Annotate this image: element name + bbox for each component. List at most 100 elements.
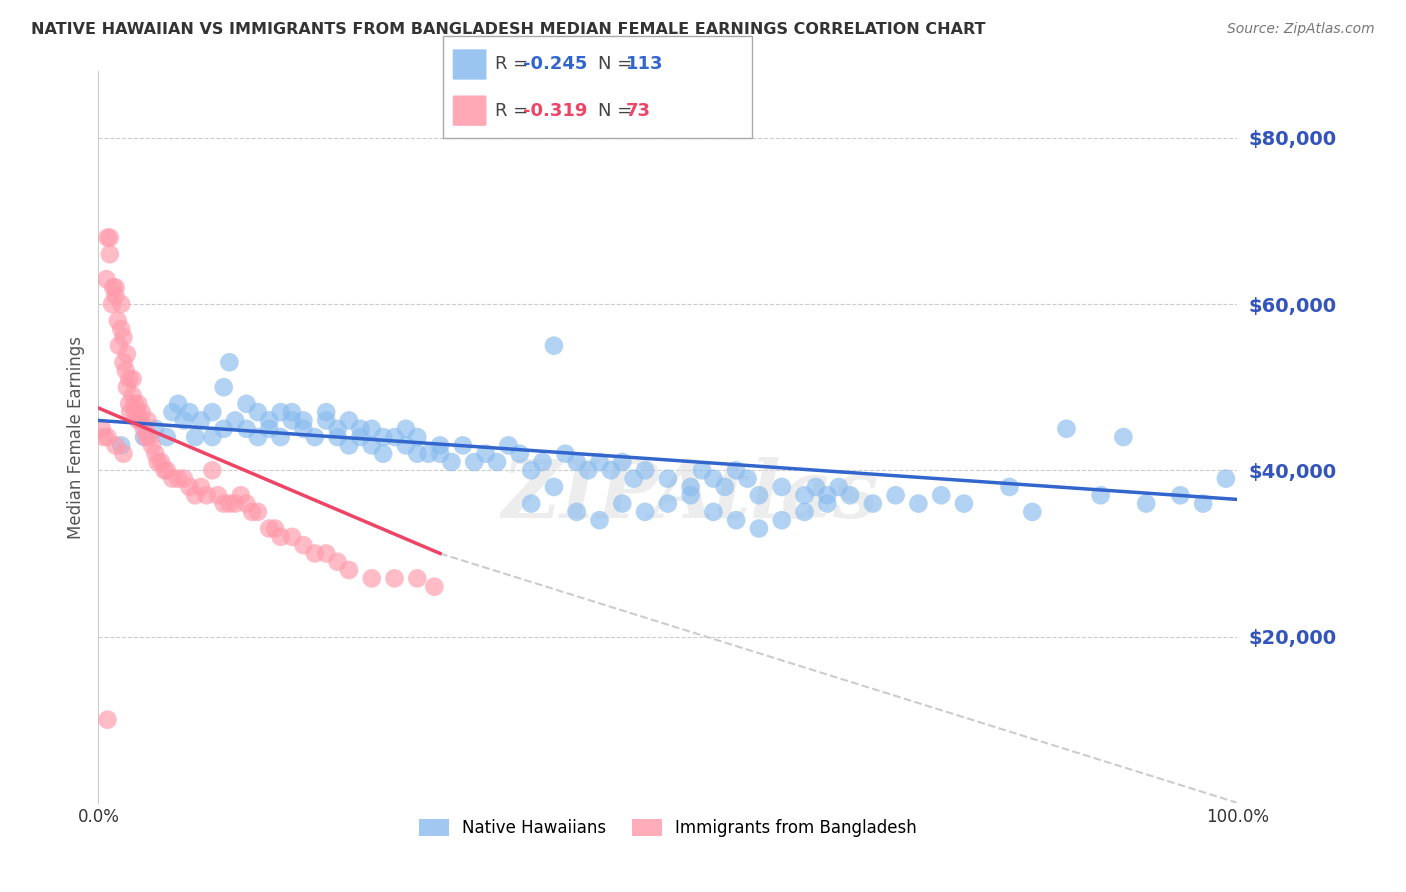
Point [270, 530, 292, 544]
Point [395, 422, 418, 436]
Point [124, 397, 146, 411]
Point [554, 447, 576, 461]
Point [108, 338, 131, 352]
Text: R =: R = [495, 102, 534, 120]
Text: NATIVE HAWAIIAN VS IMMIGRANTS FROM BANGLADESH MEDIAN FEMALE EARNINGS CORRELATION: NATIVE HAWAIIAN VS IMMIGRANTS FROM BANGL… [31, 22, 986, 37]
Point [543, 338, 565, 352]
Point [145, 422, 167, 436]
Point [246, 505, 269, 519]
Point [748, 488, 770, 502]
Point [229, 488, 252, 502]
Point [115, 380, 138, 394]
Point [360, 422, 382, 436]
Point [201, 430, 224, 444]
Point [360, 438, 382, 452]
Point [96, 272, 118, 286]
Point [337, 438, 360, 452]
Point [360, 571, 382, 585]
Point [998, 480, 1021, 494]
Point [246, 405, 269, 419]
Point [281, 405, 304, 419]
Point [156, 430, 179, 444]
Point [132, 430, 155, 444]
Point [793, 488, 815, 502]
Point [770, 480, 793, 494]
Point [218, 497, 240, 511]
Point [93, 430, 115, 444]
Point [953, 497, 976, 511]
Point [90, 422, 112, 436]
Point [259, 413, 281, 427]
Point [304, 546, 326, 560]
Point [270, 405, 292, 419]
Point [725, 513, 748, 527]
Point [429, 438, 451, 452]
Point [129, 413, 152, 427]
Point [1192, 497, 1215, 511]
Point [679, 488, 702, 502]
Point [770, 513, 793, 527]
Point [259, 521, 281, 535]
Point [384, 430, 406, 444]
Point [543, 480, 565, 494]
Point [315, 405, 337, 419]
Point [929, 488, 952, 502]
Point [623, 472, 645, 486]
Point [384, 571, 406, 585]
Point [235, 497, 257, 511]
Point [406, 430, 429, 444]
Point [634, 463, 657, 477]
Point [315, 546, 337, 560]
Point [326, 430, 349, 444]
Point [828, 480, 851, 494]
Point [1170, 488, 1192, 502]
Point [270, 430, 292, 444]
Point [815, 497, 838, 511]
Point [337, 413, 360, 427]
Point [349, 430, 371, 444]
Point [146, 455, 169, 469]
Point [110, 297, 132, 311]
Point [509, 447, 531, 461]
Point [690, 463, 713, 477]
Point [326, 422, 349, 436]
Point [600, 463, 623, 477]
Point [110, 322, 132, 336]
Point [884, 488, 907, 502]
Point [429, 447, 451, 461]
Point [315, 413, 337, 427]
Point [1215, 472, 1237, 486]
Point [815, 488, 838, 502]
Point [531, 455, 554, 469]
Point [657, 497, 679, 511]
Point [292, 413, 315, 427]
Point [135, 430, 157, 444]
Point [96, 430, 118, 444]
Point [121, 372, 143, 386]
Point [440, 455, 463, 469]
Text: 73: 73 [626, 102, 651, 120]
Point [520, 463, 543, 477]
Point [839, 488, 862, 502]
Point [588, 513, 610, 527]
Text: 113: 113 [626, 55, 664, 73]
Point [101, 297, 124, 311]
Point [179, 405, 201, 419]
Point [112, 447, 135, 461]
Point [173, 413, 195, 427]
Point [804, 480, 827, 494]
Point [150, 455, 173, 469]
Point [281, 530, 304, 544]
Point [104, 438, 127, 452]
Point [112, 355, 135, 369]
Point [184, 488, 207, 502]
Point [212, 380, 235, 394]
Point [292, 538, 315, 552]
Point [110, 438, 132, 452]
Point [224, 497, 246, 511]
Point [120, 405, 142, 419]
Point [588, 455, 610, 469]
Point [127, 405, 149, 419]
Point [240, 505, 263, 519]
Point [104, 280, 127, 294]
